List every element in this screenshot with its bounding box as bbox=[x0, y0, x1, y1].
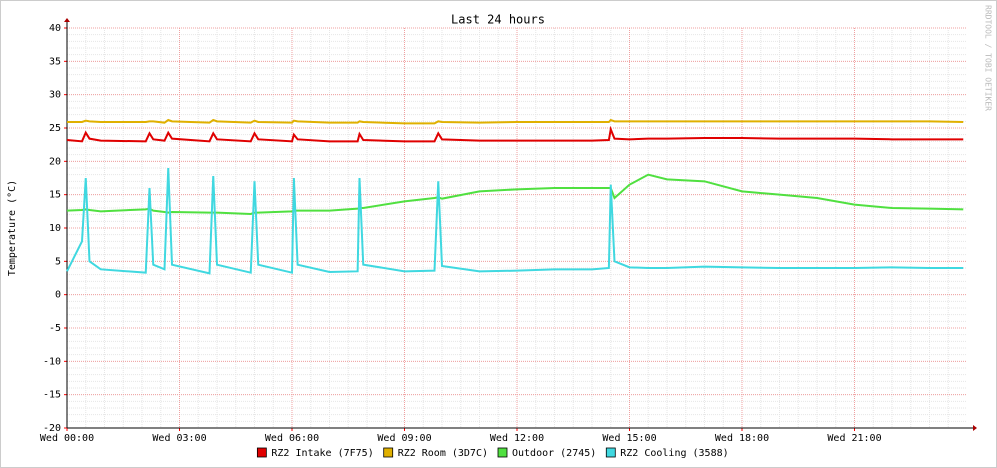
series-line bbox=[66, 167, 964, 275]
y-tick-label: 30 bbox=[49, 90, 61, 101]
x-tick-label: Wed 06:00 bbox=[265, 433, 319, 444]
y-tick-label: -15 bbox=[43, 390, 61, 401]
legend-swatch bbox=[383, 447, 394, 458]
x-tick-label: Wed 15:00 bbox=[602, 433, 656, 444]
y-tick-label: -5 bbox=[49, 323, 61, 334]
y-tick-label: 15 bbox=[49, 190, 61, 201]
y-tick-label: -20 bbox=[43, 423, 61, 434]
y-axis-label: Temperature (°C) bbox=[7, 180, 18, 276]
x-tick-label: Wed 03:00 bbox=[152, 433, 206, 444]
legend-label: RZ2 Intake (7F75) bbox=[271, 448, 373, 459]
legend-label: RZ2 Room (3D7C) bbox=[398, 448, 488, 459]
y-tick-label: 40 bbox=[49, 23, 61, 34]
axis-arrow bbox=[64, 18, 70, 22]
series-line bbox=[66, 125, 964, 143]
x-tick-label: Wed 21:00 bbox=[827, 433, 881, 444]
y-tick-label: 0 bbox=[55, 290, 61, 301]
y-tick-label: 20 bbox=[49, 156, 61, 167]
series-line bbox=[67, 118, 964, 125]
y-tick-label: 10 bbox=[49, 223, 61, 234]
y-tick-label: 25 bbox=[49, 123, 61, 134]
legend-swatch bbox=[497, 447, 508, 458]
watermark: RRDTOOL / TOBI OETIKER bbox=[984, 5, 993, 111]
legend-swatch bbox=[256, 447, 267, 458]
x-tick-label: Wed 12:00 bbox=[490, 433, 544, 444]
x-tick-label: Wed 00:00 bbox=[40, 433, 94, 444]
x-tick-label: Wed 09:00 bbox=[377, 433, 431, 444]
axis-arrow bbox=[973, 425, 977, 431]
y-tick-label: 35 bbox=[49, 56, 61, 67]
legend-label: RZ2 Cooling (3588) bbox=[620, 448, 728, 459]
legend-label: Outdoor (2745) bbox=[512, 448, 596, 459]
legend-swatch bbox=[605, 447, 616, 458]
y-tick-label: 5 bbox=[55, 256, 61, 267]
y-tick-label: -10 bbox=[43, 356, 61, 367]
chart-title: Last 24 hours bbox=[451, 13, 545, 27]
x-tick-label: Wed 18:00 bbox=[715, 433, 769, 444]
